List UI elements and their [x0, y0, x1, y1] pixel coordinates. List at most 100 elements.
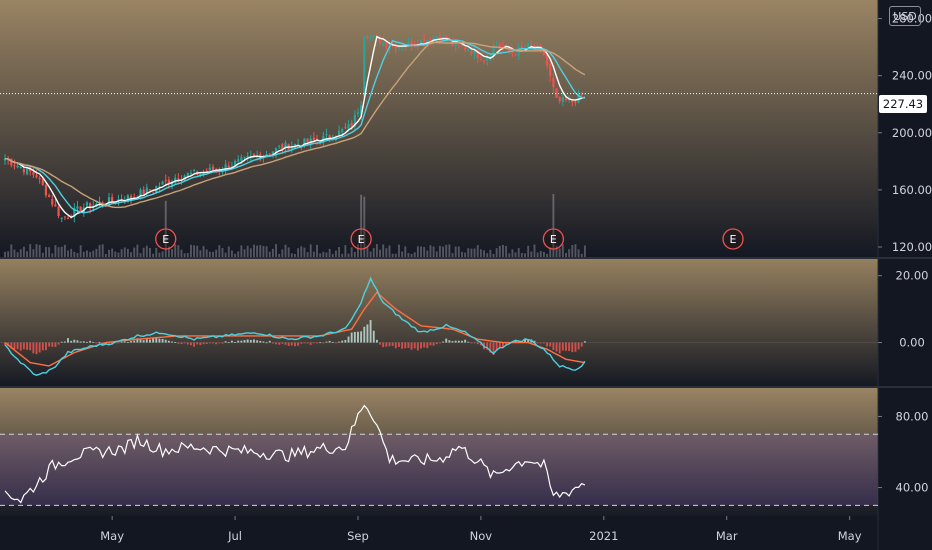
candle-body — [186, 172, 189, 177]
macd-histogram-bar — [73, 339, 76, 343]
macd-histogram-bar — [442, 341, 445, 343]
candle-body — [252, 154, 256, 157]
candle-body — [492, 46, 495, 56]
candle-body — [202, 172, 205, 175]
volume-bar — [511, 249, 514, 257]
candle-body — [268, 153, 271, 155]
time-axis-bg — [0, 516, 878, 550]
volume-bar — [278, 253, 281, 257]
volume-bar — [120, 249, 123, 257]
candle-body — [38, 178, 41, 180]
y-tick-label: 160.00 — [892, 183, 932, 197]
volume-bar — [476, 245, 479, 257]
x-tick-label: Nov — [470, 529, 493, 543]
macd-histogram-bar — [130, 341, 133, 343]
candle-body — [574, 101, 577, 103]
macd-histogram-bar — [473, 342, 476, 344]
macd-histogram-bar — [369, 320, 372, 343]
volume-bar — [473, 248, 476, 257]
macd-histogram-bar — [142, 340, 145, 343]
volume-bar — [483, 250, 485, 257]
candle-body — [489, 55, 492, 59]
earnings-marker-label: E — [550, 233, 557, 246]
earnings-marker[interactable] — [542, 228, 565, 250]
candle-body — [479, 59, 482, 61]
macd-histogram-bar — [574, 342, 577, 352]
volume-bar — [149, 247, 151, 257]
macd-histogram-bar — [344, 339, 347, 343]
earnings-marker[interactable] — [722, 228, 744, 250]
candle-body — [13, 165, 16, 167]
macd-histogram-bar — [549, 342, 552, 347]
macd-histogram-bar — [190, 342, 192, 346]
volume-bar — [561, 244, 564, 257]
candle-body — [363, 36, 366, 98]
candle-body — [372, 35, 375, 38]
volume-bar — [174, 244, 177, 257]
volume-bar — [375, 244, 378, 257]
earnings-marker[interactable] — [155, 228, 177, 250]
macd-histogram-bar — [174, 342, 177, 343]
candle-body — [233, 161, 237, 167]
candle-body — [189, 172, 193, 174]
macd-histogram-bar — [379, 342, 381, 345]
macd-histogram-bar — [155, 336, 158, 343]
currency-button[interactable]: USD — [889, 6, 921, 26]
macd-pane-bg — [0, 259, 878, 386]
y-tick-label: 40.00 — [896, 481, 929, 495]
volume-bar — [290, 253, 293, 257]
volume-bar — [92, 250, 95, 257]
macd-line — [4, 276, 586, 376]
macd-histogram-bar — [10, 342, 13, 349]
candle-body — [470, 51, 473, 54]
macd-histogram-bar — [117, 342, 120, 344]
volume-bar — [155, 247, 158, 257]
volume-bar — [114, 251, 117, 257]
macd-histogram-bar — [375, 339, 378, 343]
volume-bar — [357, 244, 359, 257]
macd-histogram-bar — [51, 342, 54, 347]
macd-histogram-bar — [552, 342, 555, 351]
macd-histogram-bar — [561, 342, 564, 351]
volume-bar — [457, 246, 460, 257]
volume-bar — [215, 249, 218, 257]
volume-bar — [218, 245, 221, 257]
volume-bar — [281, 249, 284, 257]
candle-body — [274, 147, 278, 153]
volume-bar — [479, 249, 482, 257]
candle-body — [66, 217, 70, 219]
macd-histogram-bar — [149, 339, 151, 343]
volume-bar — [426, 250, 429, 257]
macd-histogram-bar — [334, 342, 337, 344]
candle-body — [303, 138, 306, 147]
candle-body — [583, 93, 587, 95]
macd-histogram-bar — [331, 341, 334, 343]
candle-body — [486, 56, 489, 61]
volume-bar — [60, 246, 63, 257]
macd-histogram-bar — [13, 342, 16, 350]
macd-histogram-bar — [234, 342, 237, 343]
y-tick-label: 80.00 — [896, 409, 929, 423]
candle-body — [224, 164, 227, 171]
macd-histogram-bar — [54, 342, 57, 347]
candle-body — [167, 179, 170, 184]
candle-body — [158, 186, 161, 188]
candle-body — [498, 43, 501, 48]
volume-bar — [565, 252, 567, 257]
candle-body — [536, 47, 539, 50]
volume-bar — [287, 247, 290, 257]
macd-histogram-bar — [26, 342, 29, 350]
volume-bar — [546, 253, 549, 257]
volume-bar — [130, 252, 133, 257]
candle-body — [142, 189, 145, 195]
earnings-marker[interactable] — [350, 228, 372, 250]
macd-histogram-bar — [489, 342, 492, 353]
macd-histogram-bar — [126, 342, 129, 344]
candle-body — [60, 217, 63, 219]
macd-histogram-bar — [583, 341, 586, 343]
macd-histogram-bar — [114, 342, 117, 344]
macd-histogram-bar — [161, 338, 164, 343]
volume-bar — [208, 251, 211, 257]
